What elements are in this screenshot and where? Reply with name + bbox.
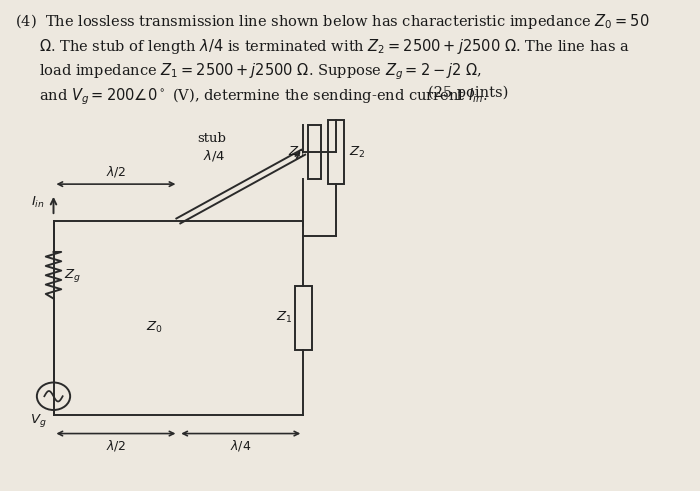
Text: $Z_0$: $Z_0$ bbox=[146, 320, 163, 335]
Text: $\Omega$. The stub of length $\lambda/4$ is terminated with $Z_2 = 2500 + j2500\: $\Omega$. The stub of length $\lambda/4$… bbox=[38, 37, 629, 56]
Text: $\lambda/2$: $\lambda/2$ bbox=[106, 438, 126, 454]
Text: $\lambda/4$: $\lambda/4$ bbox=[230, 438, 251, 454]
Text: $Z_1$: $Z_1$ bbox=[276, 310, 292, 326]
Text: (25 points): (25 points) bbox=[428, 86, 508, 100]
Text: $Z_g$: $Z_g$ bbox=[64, 267, 81, 284]
Text: $Z_2$: $Z_2$ bbox=[349, 145, 365, 160]
Text: stub
$\lambda/4$: stub $\lambda/4$ bbox=[197, 132, 226, 163]
Text: $V_g$: $V_g$ bbox=[30, 412, 46, 430]
Text: $\lambda/2$: $\lambda/2$ bbox=[106, 164, 126, 179]
Text: $I_{in}$: $I_{in}$ bbox=[31, 195, 45, 210]
Text: load impedance $Z_1 = 2500 + j2500\ \Omega$. Suppose $Z_g = 2 - j2\ \Omega$,: load impedance $Z_1 = 2500 + j2500\ \Ome… bbox=[38, 61, 482, 82]
Bar bbox=[328, 120, 344, 184]
Bar bbox=[308, 125, 321, 179]
Bar bbox=[295, 286, 312, 350]
Text: $Z_0$: $Z_0$ bbox=[288, 145, 305, 160]
Text: and $V_g = 200\angle 0^\circ$ (V), determine the sending-end current $I_{in}$.: and $V_g = 200\angle 0^\circ$ (V), deter… bbox=[38, 86, 487, 107]
Text: (4)  The lossless transmission line shown below has characteristic impedance $Z_: (4) The lossless transmission line shown… bbox=[15, 12, 650, 31]
